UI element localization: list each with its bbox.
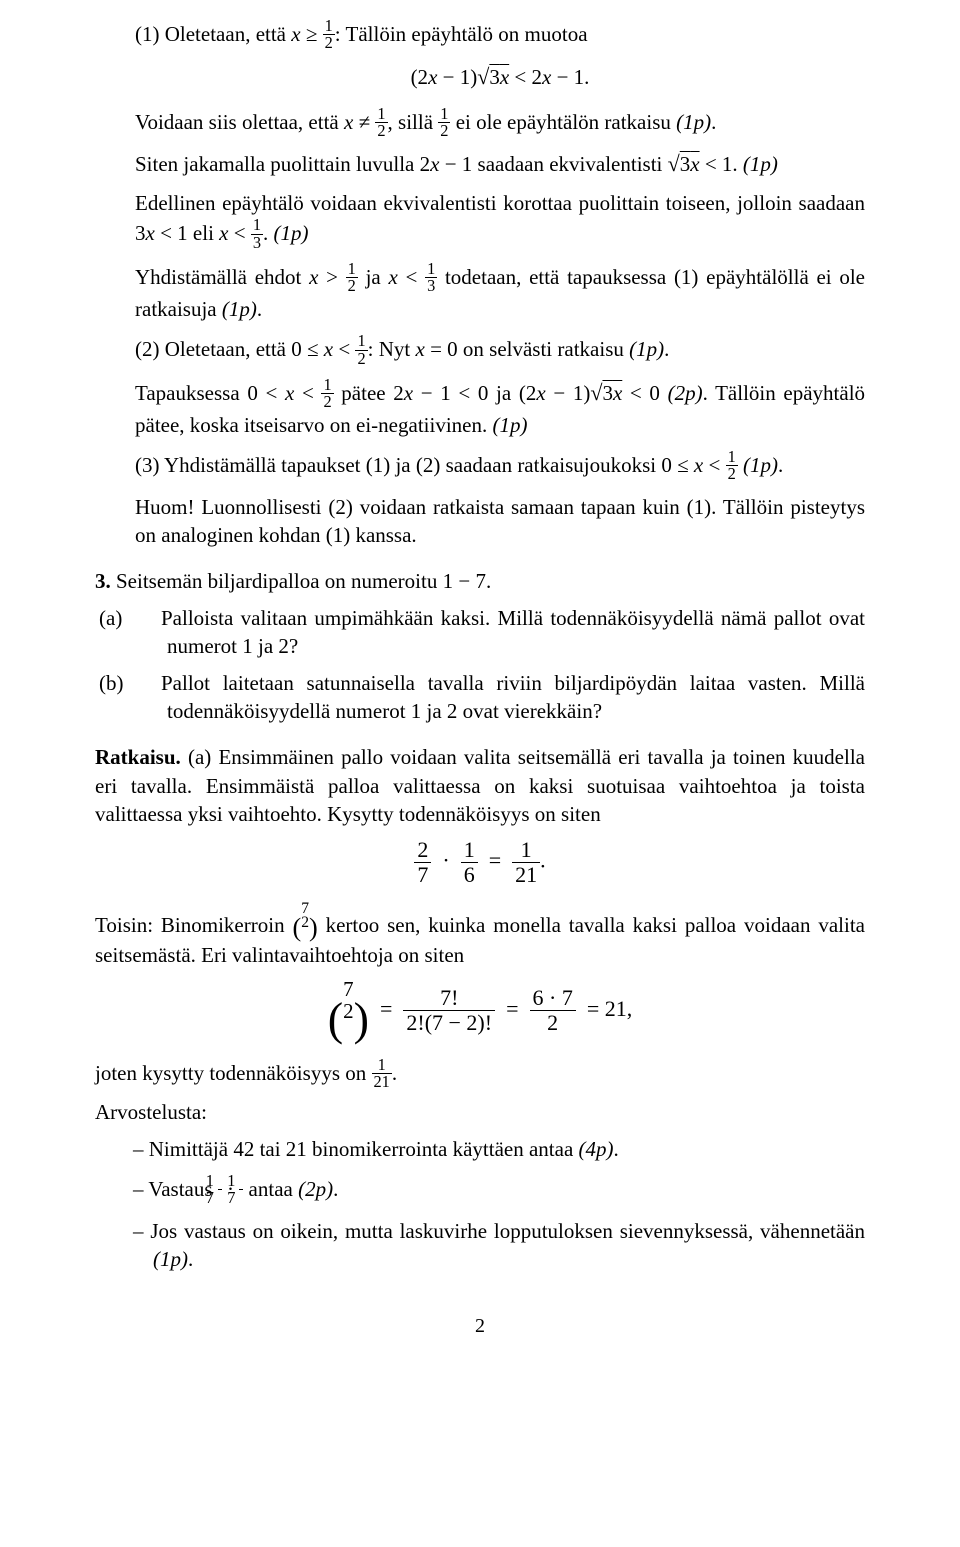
text: antaa [243, 1177, 298, 1201]
subproblem-a: (a)Palloista valitaan umpimähkään kaksi.… [133, 604, 865, 661]
text: Luonnollisesti (2) voidaan ratkaista sam… [135, 495, 865, 547]
note-label: Huom! [135, 495, 195, 519]
para-combine-1: Yhdistämällä ehdot x > 12 ja x < 13 tode… [135, 261, 865, 323]
text: (1) Oletetaan, että [135, 22, 291, 46]
joten-para: joten kysytty todennäköisyys on 121. [95, 1057, 865, 1091]
math-inline: 121 [372, 1057, 392, 1091]
text: Voidaan siis olettaa, että [135, 110, 344, 134]
text: : Tällöin epäyhtälö on muotoa [335, 22, 588, 46]
para-square: Edellinen epäyhtälö voidaan ekvivalentis… [135, 189, 865, 251]
points-tag: (2p) [298, 1177, 333, 1201]
text: . [732, 152, 743, 176]
text: Nimittäjä 42 tai 21 binomikerrointa käyt… [149, 1137, 579, 1161]
math-inline: x ≠ 12 [344, 110, 388, 134]
math-inline: x ≥ 12 [291, 22, 335, 46]
solution-a-text: (a) Ensimmäinen pallo voidaan valita sei… [95, 745, 865, 826]
grading-criteria-list: Nimittäjä 42 tai 21 binomikerrointa käyt… [133, 1135, 865, 1274]
text: Jos vastaus on oikein, mutta laskuvirhe … [150, 1219, 865, 1243]
text: Palloista valitaan umpimähkään kaksi. Mi… [161, 606, 865, 658]
math-inline: x = 0 [415, 337, 457, 361]
alt-method-para: Toisin: Binomikerroin (72) kertoo sen, k… [95, 902, 865, 969]
text: . [263, 221, 274, 245]
text: pätee [334, 381, 394, 405]
math-inline: 12 [438, 106, 450, 140]
problem-number: 3. [95, 569, 111, 593]
subproblems-list: (a)Palloista valitaan umpimähkään kaksi.… [133, 604, 865, 725]
math-inline: x < 13 [219, 221, 263, 245]
math-inline: 0 ≤ x < 12 [291, 337, 367, 361]
criteria-item: Nimittäjä 42 tai 21 binomikerrointa käyt… [133, 1135, 865, 1163]
text: ja [358, 265, 389, 289]
problem-title: Seitsemän biljardipalloa on numeroitu 1 … [116, 569, 491, 593]
grading-label: Arvostelusta: [95, 1098, 865, 1126]
binom-inline: (72) [292, 902, 317, 941]
case3-combine: (3) Yhdistämällä tapaukset (1) ja (2) sa… [135, 449, 865, 483]
text: : Nyt [368, 337, 416, 361]
solution-case-1: (1) Oletetaan, että x ≥ 12: Tällöin epäy… [135, 18, 865, 549]
criteria-item: Jos vastaus on oikein, mutta laskuvirhe … [133, 1217, 865, 1274]
display-equation-prob-a: 27 · 16 = 121. [95, 838, 865, 887]
points-tag: (1p) [629, 337, 664, 361]
text: Pallot laitetaan satunnaisella tavalla r… [161, 671, 865, 723]
text: (2) Oletetaan, että [135, 337, 291, 361]
para-divide: Siten jakamalla puolittain luvulla 2x − … [135, 149, 865, 179]
math-inline: √3x < 1 [668, 152, 733, 176]
display-equation-1: (2x − 1)√3x < 2x − 1. [135, 62, 865, 92]
points-tag: (1p) [738, 453, 778, 477]
page: (1) Oletetaan, että x ≥ 12: Tällöin epäy… [0, 0, 960, 1547]
points-tag: (1p) [274, 221, 309, 245]
points-tag: (1p) [743, 152, 778, 176]
problem-3-heading: 3. Seitsemän biljardipalloa on numeroitu… [95, 567, 865, 595]
subproblem-b: (b)Pallot laitetaan satunnaisella tavall… [133, 669, 865, 726]
points-tag: (1p) [676, 110, 711, 134]
text: saadaan ekvivalentisti [472, 152, 667, 176]
text: (3) Yhdistämällä tapaukset (1) ja (2) sa… [135, 453, 661, 477]
math-inline: (2x − 1)√3x < 0 [519, 381, 660, 405]
points-tag: (1p) [222, 297, 257, 321]
display-equation-binom: (72) = 7!2!(7 − 2)! = 6 · 72 = 21, [95, 979, 865, 1043]
text: Toisin: Binomikerroin [95, 913, 292, 937]
points-tag: (2p) [660, 381, 703, 405]
solution-label: Ratkaisu. [95, 745, 181, 769]
math-inline: 3x < 1 [135, 221, 188, 245]
criteria-item: Vastaus 17 · 17 antaa (2p). [133, 1173, 865, 1207]
math-inline: x < 13 [388, 265, 437, 289]
note: Huom! Luonnollisesti (2) voidaan ratkais… [135, 493, 865, 550]
math-inline: x > 12 [309, 265, 358, 289]
math-inline: 0 < x < 12 [247, 381, 333, 405]
text: ja [488, 381, 518, 405]
text: Yhdistämällä ehdot [135, 265, 309, 289]
text: Siten jakamalla puolittain luvulla [135, 152, 420, 176]
math-inline: 2x − 1 < 0 [393, 381, 488, 405]
text: joten kysytty todennäköisyys on [95, 1061, 372, 1085]
solution-a-para: Ratkaisu. (a) Ensimmäinen pallo voidaan … [95, 743, 865, 828]
page-number: 2 [95, 1313, 865, 1340]
case1-assumption: (1) Oletetaan, että x ≥ 12: Tällöin epäy… [135, 18, 865, 52]
text: Tapauksessa [135, 381, 247, 405]
text: Edellinen epäyhtälö voidaan ekvivalentis… [135, 191, 865, 215]
case2-detail: Tapauksessa 0 < x < 12 pätee 2x − 1 < 0 … [135, 377, 865, 439]
case2-assumption: (2) Oletetaan, että 0 ≤ x < 12: Nyt x = … [135, 333, 865, 367]
text: , sillä [388, 110, 439, 134]
text: ei ole epäyhtälön ratkaisu [450, 110, 676, 134]
points-tag: (1p) [153, 1247, 188, 1271]
text: on selvästi ratkaisu [458, 337, 629, 361]
points-tag: (4p) [579, 1137, 614, 1161]
math-inline: 2x − 1 [420, 152, 473, 176]
math-inline: 0 ≤ x < 12 [661, 453, 737, 477]
para-assume-neq: Voidaan siis olettaa, että x ≠ 12, sillä… [135, 106, 865, 140]
points-tag: (1p) [492, 413, 527, 437]
